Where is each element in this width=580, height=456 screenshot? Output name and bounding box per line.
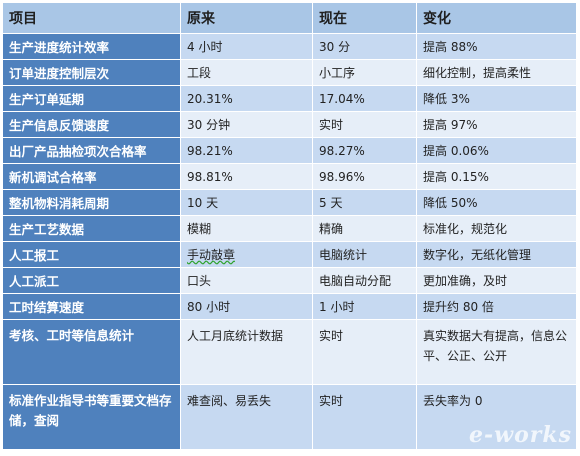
row-before: 手动敲章	[180, 241, 313, 268]
header-after: 现在	[312, 2, 417, 34]
row-change: 丢失率为 0	[416, 384, 577, 450]
row-before: 4 小时	[180, 33, 313, 60]
table-row: 生产工艺数据 模糊 精确 标准化，规范化	[2, 215, 577, 242]
header-before: 原来	[180, 2, 313, 34]
row-item: 订单进度控制层次	[2, 59, 181, 86]
row-after: 电脑统计	[312, 241, 417, 268]
row-item: 生产订单延期	[2, 85, 181, 112]
table-row: 生产进度统计效率 4 小时 30 分 提高 88%	[2, 33, 577, 60]
table-row: 新机调试合格率 98.81% 98.96% 提高 0.15%	[2, 163, 577, 190]
row-before: 模糊	[180, 215, 313, 242]
table-row: 生产订单延期 20.31% 17.04% 降低 3%	[2, 85, 577, 112]
row-change: 细化控制，提高柔性	[416, 59, 577, 86]
row-after: 小工序	[312, 59, 417, 86]
row-item: 人工派工	[2, 267, 181, 294]
table-row: 工时结算速度 80 小时 1 小时 提升约 80 倍	[2, 293, 577, 320]
row-after: 17.04%	[312, 85, 417, 112]
row-after: 98.27%	[312, 137, 417, 164]
row-change: 提高 97%	[416, 111, 577, 138]
row-change: 数字化，无纸化管理	[416, 241, 577, 268]
row-change: 真实数据大有提高，信息公平、公正、公开	[416, 319, 577, 385]
comparison-table: 项目 原来 现在 变化 生产进度统计效率 4 小时 30 分 提高 88% 订单…	[2, 2, 577, 450]
row-change: 降低 3%	[416, 85, 577, 112]
row-item: 新机调试合格率	[2, 163, 181, 190]
row-after: 实时	[312, 111, 417, 138]
row-item: 生产进度统计效率	[2, 33, 181, 60]
row-item: 工时结算速度	[2, 293, 181, 320]
row-before-text: 手动敲章	[187, 248, 236, 262]
row-after: 98.96%	[312, 163, 417, 190]
row-after: 1 小时	[312, 293, 417, 320]
header-item: 项目	[2, 2, 181, 34]
table-row: 标准作业指导书等重要文档存储，查阅 难查阅、易丢失 实时 丢失率为 0	[2, 384, 577, 450]
table-row: 人工报工 手动敲章 电脑统计 数字化，无纸化管理	[2, 241, 577, 268]
row-item: 人工报工	[2, 241, 181, 268]
row-after: 实时	[312, 384, 417, 450]
row-after: 30 分	[312, 33, 417, 60]
row-after: 精确	[312, 215, 417, 242]
row-item: 考核、工时等信息统计	[2, 319, 181, 385]
row-item: 标准作业指导书等重要文档存储，查阅	[2, 384, 181, 450]
row-before: 20.31%	[180, 85, 313, 112]
row-after: 电脑自动分配	[312, 267, 417, 294]
row-after: 实时	[312, 319, 417, 385]
row-change: 提高 88%	[416, 33, 577, 60]
row-item: 生产信息反馈速度	[2, 111, 181, 138]
row-change: 更加准确，及时	[416, 267, 577, 294]
row-before: 80 小时	[180, 293, 313, 320]
header-row: 项目 原来 现在 变化	[2, 2, 577, 34]
table-row: 生产信息反馈速度 30 分钟 实时 提高 97%	[2, 111, 577, 138]
table-row: 订单进度控制层次 工段 小工序 细化控制，提高柔性	[2, 59, 577, 86]
row-change: 提高 0.15%	[416, 163, 577, 190]
row-before: 工段	[180, 59, 313, 86]
row-item: 出厂产品抽检项次合格率	[2, 137, 181, 164]
row-change: 提高 0.06%	[416, 137, 577, 164]
row-before: 口头	[180, 267, 313, 294]
row-change: 降低 50%	[416, 189, 577, 216]
row-before: 人工月底统计数据	[180, 319, 313, 385]
table-row: 整机物料消耗周期 10 天 5 天 降低 50%	[2, 189, 577, 216]
row-change: 标准化，规范化	[416, 215, 577, 242]
table-row: 考核、工时等信息统计 人工月底统计数据 实时 真实数据大有提高，信息公平、公正、…	[2, 319, 577, 385]
row-item: 整机物料消耗周期	[2, 189, 181, 216]
row-before: 98.81%	[180, 163, 313, 190]
row-change: 提升约 80 倍	[416, 293, 577, 320]
row-after: 5 天	[312, 189, 417, 216]
table-row: 人工派工 口头 电脑自动分配 更加准确，及时	[2, 267, 577, 294]
row-before: 10 天	[180, 189, 313, 216]
e-works-watermark-logo: e-works	[469, 422, 572, 448]
row-item: 生产工艺数据	[2, 215, 181, 242]
header-change: 变化	[416, 2, 577, 34]
row-before: 98.21%	[180, 137, 313, 164]
row-before: 难查阅、易丢失	[180, 384, 313, 450]
row-before: 30 分钟	[180, 111, 313, 138]
table-row: 出厂产品抽检项次合格率 98.21% 98.27% 提高 0.06%	[2, 137, 577, 164]
